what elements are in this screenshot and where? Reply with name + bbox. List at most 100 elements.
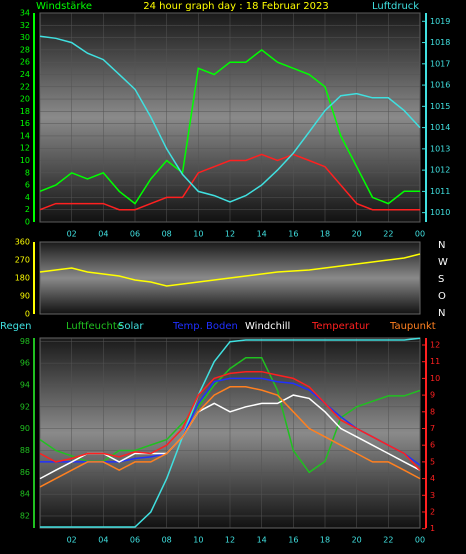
x-tick-label: 06 <box>130 230 140 239</box>
y-tick-label: 82 <box>20 511 30 520</box>
compass-label: S <box>438 274 444 285</box>
y-tick-label: 98 <box>20 337 30 346</box>
y-tick-label: 20 <box>20 95 30 104</box>
series-line <box>39 386 421 488</box>
compass-label: O <box>438 291 446 302</box>
legend-entry: Solar <box>118 321 144 332</box>
y-tick-label: 94 <box>20 380 30 389</box>
rain-label: Regen <box>0 321 32 332</box>
compass-label: N <box>438 308 445 319</box>
y-tick-label: 24 <box>20 70 30 79</box>
x-tick-label: 20 <box>352 230 362 239</box>
y2-tick-label: 1019 <box>430 17 450 26</box>
series-line <box>39 253 421 287</box>
y-tick-label: 2 <box>25 205 30 214</box>
y-tick-label: 12 <box>20 144 30 153</box>
legend-entry: Temp. Boden <box>172 321 238 332</box>
y-tick-label: 180 <box>15 274 30 283</box>
y-tick-label: 96 <box>20 359 30 368</box>
y-tick-label: 360 <box>15 238 30 247</box>
chart-title: 24 hour graph day : 18 Februar 2023 <box>143 1 328 12</box>
legend-entry: Temperatur <box>311 321 370 332</box>
y-tick-label: 16 <box>20 119 30 128</box>
y-tick-label: 270 <box>15 256 30 265</box>
series-line <box>39 153 420 211</box>
y-tick-label: 86 <box>20 468 30 477</box>
x-tick-label: 06 <box>130 536 140 545</box>
y2-tick-label: 1012 <box>430 166 450 175</box>
y2-tick-label: 1017 <box>430 59 450 68</box>
x-tick-label: 08 <box>162 230 172 239</box>
x-tick-label: 12 <box>225 230 235 239</box>
y2-tick-label: 1011 <box>430 187 450 196</box>
y2-tick-label: 4 <box>430 474 435 483</box>
compass-label: N <box>438 240 445 251</box>
y-tick-label: 26 <box>20 58 30 67</box>
x-tick-label: 16 <box>288 230 298 239</box>
legend-entry: Taupunkt <box>389 321 436 332</box>
y2-tick-label: 8 <box>430 407 435 416</box>
y-tick-label: 10 <box>20 156 30 165</box>
y2-tick-label: 12 <box>430 341 440 350</box>
x-tick-label: 00 <box>415 230 425 239</box>
y2-tick-label: 1 <box>430 524 435 533</box>
y-tick-label: 22 <box>20 82 30 91</box>
y-tick-label: 14 <box>20 131 30 140</box>
y-tick-label: 32 <box>20 21 30 30</box>
x-tick-label: 22 <box>383 536 393 545</box>
x-tick-label: 16 <box>288 536 298 545</box>
y-tick-label: 18 <box>20 107 30 116</box>
x-tick-label: 18 <box>320 230 330 239</box>
y2-axis-label: Luftdruck <box>372 1 419 12</box>
y2-tick-label: 6 <box>430 441 435 450</box>
series-line <box>39 48 420 205</box>
x-tick-label: 02 <box>67 230 77 239</box>
x-tick-label: 14 <box>257 536 267 545</box>
x-tick-label: 20 <box>352 536 362 545</box>
y2-tick-label: 1013 <box>430 144 450 153</box>
y-tick-label: 92 <box>20 402 30 411</box>
x-tick-label: 10 <box>193 230 203 239</box>
y2-tick-label: 11 <box>430 357 440 366</box>
y-tick-label: 84 <box>20 490 30 499</box>
y2-tick-label: 10 <box>430 374 440 383</box>
x-tick-label: 02 <box>67 536 77 545</box>
compass-label: W <box>438 257 448 268</box>
x-tick-label: 12 <box>225 536 235 545</box>
y-tick-label: 6 <box>25 181 30 190</box>
x-tick-label: 14 <box>257 230 267 239</box>
y-tick-label: 0 <box>25 310 30 319</box>
x-tick-label: 22 <box>383 230 393 239</box>
legend-entry: Windchill <box>245 321 290 332</box>
y-tick-label: 30 <box>20 33 30 42</box>
y-tick-label: 0 <box>25 218 30 227</box>
series-line <box>40 337 421 528</box>
y2-tick-label: 1014 <box>430 123 450 132</box>
y-axis-label: Windstärke <box>36 1 92 12</box>
x-tick-label: 18 <box>320 536 330 545</box>
y-tick-label: 28 <box>20 45 30 54</box>
y2-tick-label: 7 <box>430 424 435 433</box>
y2-tick-label: 1010 <box>430 208 450 217</box>
y2-tick-label: 1015 <box>430 102 450 111</box>
x-tick-label: 00 <box>415 536 425 545</box>
y-tick-label: 4 <box>25 193 30 202</box>
y-tick-label: 88 <box>20 446 30 455</box>
y2-tick-label: 1016 <box>430 81 450 90</box>
y-tick-label: 90 <box>20 292 30 301</box>
legend-entry: Luftfeuchte <box>66 321 123 332</box>
x-tick-label: 04 <box>98 230 108 239</box>
x-tick-label: 04 <box>98 536 108 545</box>
x-tick-label: 08 <box>162 536 172 545</box>
y-tick-label: 90 <box>20 424 30 433</box>
y2-tick-label: 9 <box>430 391 435 400</box>
y-tick-label: 34 <box>20 9 30 18</box>
y2-tick-label: 5 <box>430 457 435 466</box>
y2-tick-label: 2 <box>430 507 435 516</box>
y2-tick-label: 1018 <box>430 38 450 47</box>
series-line <box>39 370 421 471</box>
series-line <box>39 35 421 203</box>
y-tick-label: 8 <box>25 168 30 177</box>
x-tick-label: 10 <box>193 536 203 545</box>
